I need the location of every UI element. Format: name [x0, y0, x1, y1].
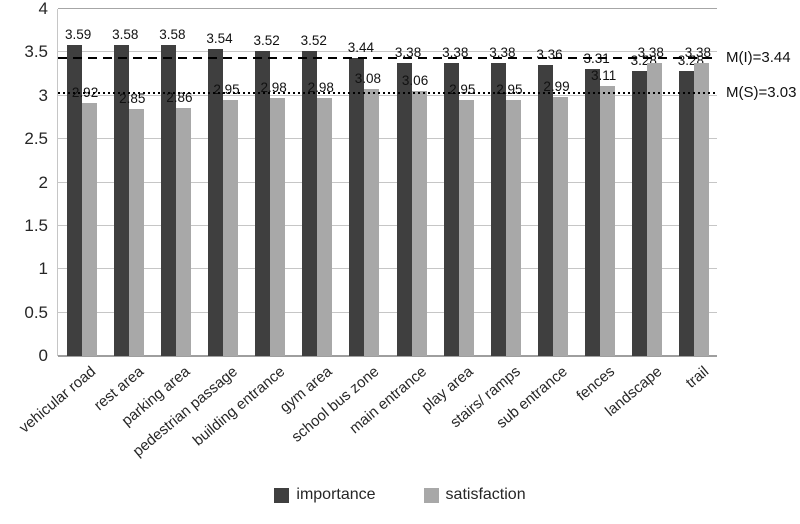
satisfaction-swatch-icon	[423, 487, 439, 503]
annotation-0: M(I)=3.44	[726, 48, 791, 66]
bar-importance-7	[396, 62, 412, 356]
bar-satisfaction-1	[128, 108, 144, 356]
x-axis-label-13: trail	[682, 363, 713, 392]
y-tick-label-1.5: 1.5	[24, 215, 48, 235]
data-label-importance-5: 3.52	[300, 32, 327, 48]
data-label-satisfaction-10: 2.99	[543, 78, 570, 94]
bar-satisfaction-13	[694, 62, 710, 356]
reference-line-dashed	[58, 56, 717, 59]
bar-importance-9	[490, 62, 506, 356]
y-tick-label-2: 2	[38, 172, 48, 192]
data-label-importance-2: 3.58	[159, 27, 186, 43]
data-label-satisfaction-11: 3.11	[591, 68, 617, 84]
data-label-importance-10: 3.36	[536, 46, 563, 62]
data-label-satisfaction-13: 3.38	[684, 44, 712, 60]
bar-importance-12	[632, 71, 648, 356]
legend-label-importance: importance	[296, 486, 376, 503]
bar-importance-10	[538, 64, 553, 356]
y-tick-label-3: 3	[38, 85, 48, 105]
y-tick-label-0.5: 0.5	[24, 302, 48, 322]
bar-importance-8	[443, 62, 459, 356]
y-tick-label-0: 0	[38, 346, 48, 365]
gridline-y-0.5	[58, 311, 717, 313]
bar-importance-6	[349, 57, 365, 356]
data-label-importance-0: 3.59	[64, 26, 92, 42]
bar-importance-1	[113, 45, 129, 356]
bar-satisfaction-8	[458, 100, 474, 356]
data-label-importance-8: 3.38	[442, 44, 469, 60]
bar-satisfaction-12	[647, 62, 663, 356]
bar-satisfaction-7	[411, 90, 427, 356]
bar-satisfaction-11	[600, 86, 616, 356]
y-tick-label-4: 4	[38, 0, 48, 18]
data-label-importance-6: 3.44	[347, 39, 375, 55]
data-label-satisfaction-1: 2.85	[119, 90, 146, 106]
bar-importance-2	[160, 45, 176, 356]
bar-satisfaction-10	[553, 96, 568, 356]
bar-satisfaction-2	[175, 107, 191, 356]
bar-importance-0	[66, 44, 82, 356]
plot-area: 3.592.923.582.853.582.863.542.953.522.98…	[57, 8, 717, 357]
reference-line-dotted	[58, 92, 717, 95]
y-tick-label-2.5: 2.5	[24, 129, 48, 149]
legend-item-satisfaction: satisfaction	[423, 486, 526, 504]
data-label-satisfaction-4: 2.98	[260, 79, 287, 95]
bar-satisfaction-4	[270, 97, 286, 356]
gridline-y-3	[58, 94, 717, 96]
bar-satisfaction-0	[81, 102, 97, 356]
gridline-y-3.5	[58, 51, 717, 53]
annotation-1: M(S)=3.03	[726, 84, 797, 102]
bar-satisfaction-5	[317, 97, 333, 356]
x-axis-line	[58, 355, 717, 357]
data-label-satisfaction-7: 3.06	[401, 72, 429, 88]
x-axis-label-0: vehicular road	[16, 363, 100, 437]
data-label-importance-3: 3.54	[206, 30, 233, 46]
data-label-importance-1: 3.58	[112, 27, 139, 43]
legend-item-importance: importance	[274, 486, 376, 504]
legend: importance satisfaction	[0, 486, 800, 504]
data-label-satisfaction-8: 2.95	[449, 82, 476, 98]
gridline-y-1	[58, 268, 717, 270]
bar-importance-13	[679, 71, 695, 356]
data-label-satisfaction-3: 2.95	[213, 82, 240, 98]
gridline-y-2.5	[58, 138, 717, 140]
data-label-importance-7: 3.38	[394, 44, 422, 60]
bar-importance-5	[302, 50, 318, 356]
bar-importance-11	[585, 68, 601, 356]
legend-label-satisfaction: satisfaction	[445, 486, 526, 503]
bar-importance-3	[208, 48, 223, 356]
importance-swatch-icon	[274, 487, 290, 503]
bar-importance-4	[255, 50, 271, 356]
data-label-satisfaction-5: 2.98	[307, 79, 334, 95]
data-label-satisfaction-12: 3.38	[637, 44, 664, 60]
gridline-y-2	[58, 181, 717, 183]
data-label-satisfaction-9: 2.95	[496, 82, 523, 98]
data-label-importance-9: 3.38	[489, 44, 516, 60]
y-tick-label-3.5: 3.5	[24, 42, 48, 62]
bar-satisfaction-3	[223, 100, 238, 356]
bar-satisfaction-6	[364, 88, 380, 356]
data-label-satisfaction-6: 3.08	[354, 70, 382, 86]
gridline-y-4	[58, 8, 717, 9]
data-label-importance-4: 3.52	[253, 32, 280, 48]
y-tick-label-1: 1	[38, 259, 48, 279]
gridline-y-1.5	[58, 224, 717, 226]
bar-satisfaction-9	[505, 100, 521, 356]
